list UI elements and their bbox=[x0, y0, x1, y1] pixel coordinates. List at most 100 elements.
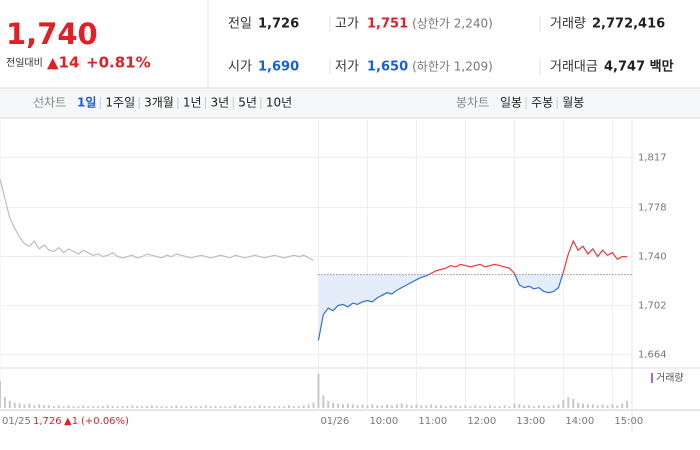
volume-bar bbox=[160, 406, 163, 408]
volume-bar bbox=[297, 406, 300, 408]
volume-bar bbox=[145, 406, 148, 408]
volume-bar bbox=[199, 406, 202, 408]
stat-note: (상한가 2,240) bbox=[412, 17, 493, 31]
volume-bar bbox=[435, 405, 438, 408]
period-tab[interactable]: 3년 bbox=[211, 96, 230, 110]
period-tab[interactable]: 일봉 bbox=[500, 96, 522, 110]
volume-bar bbox=[577, 402, 580, 408]
volume-bar bbox=[557, 404, 560, 408]
volume-bar bbox=[23, 404, 26, 408]
price-line-up bbox=[427, 239, 628, 275]
volume-bar bbox=[194, 406, 197, 408]
volume-bar bbox=[410, 405, 413, 408]
period-tab[interactable]: 1주일 bbox=[105, 96, 135, 110]
volume-bar bbox=[454, 405, 457, 408]
volume-bar bbox=[43, 405, 46, 408]
period-tab[interactable]: 월봉 bbox=[562, 96, 584, 110]
volume-bar bbox=[567, 397, 570, 408]
x-tick-label: 01/26 bbox=[320, 416, 349, 427]
volume-bar bbox=[121, 406, 124, 408]
volume-bar bbox=[395, 404, 398, 408]
period-tab[interactable]: 3개월 bbox=[144, 96, 174, 110]
change-label: 전일대비 bbox=[6, 57, 43, 69]
volume-bar bbox=[170, 406, 173, 408]
volume-bar bbox=[591, 404, 594, 408]
x-tick-label: 13:00 bbox=[516, 416, 545, 427]
volume-bar bbox=[234, 405, 237, 408]
volume-bar bbox=[165, 406, 168, 408]
volume-bar bbox=[13, 402, 16, 408]
volume-bar bbox=[8, 400, 11, 408]
period-tab[interactable]: 1일 bbox=[77, 96, 96, 110]
x-tick-label: 12:00 bbox=[467, 416, 496, 427]
volume-bar bbox=[430, 404, 433, 408]
stat-value: 1,726 bbox=[258, 17, 299, 32]
volume-bar bbox=[87, 406, 90, 408]
volume-bar bbox=[96, 406, 99, 408]
volume-bar bbox=[175, 405, 178, 408]
period-tab[interactable]: 주봉 bbox=[531, 96, 553, 110]
period-tab[interactable]: 5년 bbox=[238, 96, 257, 110]
volume-bar bbox=[488, 405, 491, 408]
volume-bar bbox=[278, 406, 281, 408]
volume-bar bbox=[479, 406, 482, 408]
volume-bar bbox=[239, 406, 242, 408]
volume-bar bbox=[537, 405, 540, 408]
volume-bar bbox=[572, 399, 575, 408]
volume-bar bbox=[224, 406, 227, 408]
prev-change: ▲1 bbox=[64, 416, 78, 427]
period-tab[interactable]: 10년 bbox=[266, 96, 292, 110]
volume-bar bbox=[611, 404, 614, 408]
volume-legend: 거래량 bbox=[656, 372, 684, 384]
y-tick-label: 1,702 bbox=[638, 301, 667, 312]
y-tick-label: 1,778 bbox=[638, 203, 667, 214]
volume-bar bbox=[493, 406, 496, 408]
volume-bar bbox=[3, 397, 6, 408]
volume-legend-icon bbox=[651, 373, 653, 383]
volume-bar bbox=[219, 406, 222, 408]
change: ▲14 bbox=[47, 54, 79, 72]
stat-value: 1,751 bbox=[367, 17, 408, 32]
tabs: 1일 1주일 3개월 1년 3년 5년 10년 일봉 주봉 월봉 bbox=[77, 96, 584, 110]
volume-bar bbox=[33, 405, 36, 408]
volume-bar bbox=[459, 406, 462, 408]
volume-bar bbox=[38, 404, 41, 408]
volume-bar bbox=[351, 404, 354, 408]
volume-bar bbox=[72, 406, 75, 408]
y-tick-label: 1,664 bbox=[638, 350, 667, 361]
volume-bar bbox=[474, 405, 477, 408]
volume-bar bbox=[229, 406, 232, 408]
period-tab[interactable]: 1년 bbox=[183, 96, 202, 110]
volume-bar bbox=[346, 403, 349, 408]
stat-label: 전일 bbox=[228, 17, 252, 32]
stat-value: 1,690 bbox=[258, 60, 299, 75]
tab-group-label: 봉차트 bbox=[456, 96, 489, 110]
volume-bar bbox=[322, 395, 325, 408]
volume-bar bbox=[503, 405, 506, 408]
volume-bar bbox=[366, 405, 369, 408]
volume-bar bbox=[126, 406, 129, 408]
volume-bar bbox=[444, 406, 447, 408]
volume-bar bbox=[586, 404, 589, 408]
volume-bar bbox=[390, 405, 393, 408]
stat-note: (하한가 1,209) bbox=[412, 60, 493, 74]
x-tick-label: 01/25 bbox=[2, 416, 31, 427]
volume-bar bbox=[62, 406, 65, 408]
volume-bar bbox=[214, 406, 217, 408]
volume-bar bbox=[180, 406, 183, 408]
volume-bar bbox=[248, 406, 251, 408]
volume-bar bbox=[312, 402, 315, 408]
volume-bar bbox=[513, 403, 516, 408]
volume-bar bbox=[596, 405, 599, 408]
volume-bar bbox=[288, 405, 291, 408]
volume-bar bbox=[150, 405, 153, 408]
volume-bar bbox=[141, 406, 144, 408]
stat-label: 저가 bbox=[335, 60, 359, 75]
volume-bar bbox=[464, 405, 467, 408]
volume-bar bbox=[420, 405, 423, 408]
stat-value: 1,650 bbox=[367, 60, 408, 75]
volume-bar bbox=[243, 406, 246, 408]
volume-bar bbox=[258, 405, 261, 408]
